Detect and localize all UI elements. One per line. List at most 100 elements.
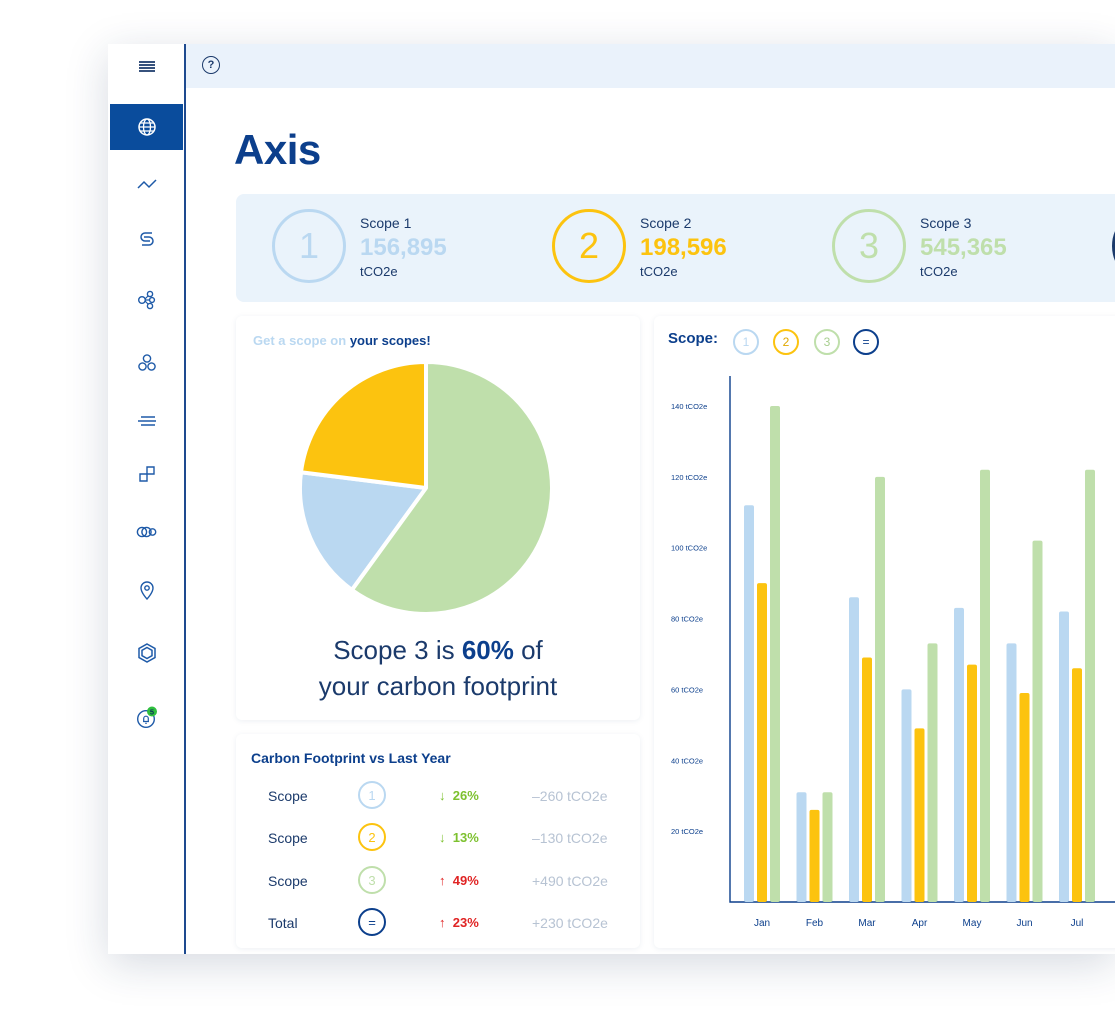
sidebar-item-hexagon[interactable]	[110, 630, 183, 676]
bar-mar-series-3	[875, 476, 885, 902]
filter-total-button[interactable]: =	[853, 329, 879, 355]
scope-2-value: 198,596	[640, 234, 727, 261]
x-tick-label: Jul	[1071, 918, 1084, 929]
pie-caption-line2: your carbon footprint	[318, 671, 558, 701]
notification-count: 5	[149, 707, 153, 716]
hamburger-menu-button[interactable]	[110, 44, 183, 90]
y-tick-label: 80 tCO2e	[671, 615, 703, 624]
filter-scope-3-button[interactable]: 3	[814, 329, 840, 355]
bar-feb-series-1	[796, 792, 807, 902]
scope-3-label: Scope 3	[920, 215, 972, 231]
comparison-label: Scope	[268, 830, 308, 846]
scope-1-unit: tCO2e	[360, 264, 398, 279]
bar-jul-series-2	[1072, 668, 1082, 902]
bar-jul-series-1	[1059, 611, 1069, 902]
pie-caption-pre: Scope 3 is	[333, 635, 462, 665]
sidebar: 5	[108, 44, 186, 954]
sidebar-item-groups[interactable]	[110, 509, 183, 555]
bar-chart-card: 140 tCO2e 120 tCO2e 100 tCO2e 80 tCO2e 60 tC…	[654, 316, 1115, 948]
bar-feb-series-2	[809, 809, 820, 902]
bar-jul-series-3	[1085, 469, 1095, 902]
scope-3-unit: tCO2e	[920, 264, 958, 279]
comparison-label: Scope	[268, 873, 308, 889]
comparison-row: Scope 1 ↓ 26% –260 tCO2e	[236, 781, 640, 811]
filter-scope-2-button[interactable]: 2	[773, 329, 799, 355]
pie-slice-scope-3	[349, 360, 554, 616]
comparison-percent: ↓ 13%	[439, 830, 479, 845]
scope-1-badge: 1	[272, 209, 346, 283]
bar-may-series-3	[980, 469, 990, 902]
bar-jan-series-2	[757, 583, 767, 902]
comparison-label: Total	[268, 915, 298, 931]
bar-feb-series-3	[822, 792, 833, 902]
scope-3-value: 545,365	[920, 234, 1007, 261]
comparison-badge: 1	[358, 781, 386, 809]
comparison-percent: ↑ 49%	[439, 873, 479, 888]
x-tick-label: Jun	[1016, 918, 1032, 929]
scope-pie-chart	[298, 360, 554, 616]
comparison-badge: 2	[358, 823, 386, 851]
comparison-percent-value: 23%	[452, 915, 479, 930]
comparison-delta: +230 tCO2e	[532, 915, 608, 931]
bar-mar-series-2	[862, 657, 872, 902]
sidebar-item-filters[interactable]	[110, 398, 183, 444]
page-title: Axis	[234, 126, 321, 173]
trend-line-icon	[136, 179, 157, 189]
sidebar-item-trends[interactable]	[110, 161, 183, 207]
sidebar-item-steps[interactable]	[110, 452, 183, 498]
comparison-delta: –130 tCO2e	[532, 830, 608, 846]
y-tick-label: 20 tCO2e	[671, 827, 703, 836]
comparison-delta: +490 tCO2e	[532, 873, 608, 889]
scope-filter-label: Scope:	[668, 330, 719, 347]
pin-icon	[139, 581, 154, 601]
sidebar-item-location[interactable]	[110, 567, 183, 613]
comparison-badge: 3	[358, 866, 386, 894]
comparison-percent-value: 26%	[452, 788, 479, 803]
lines-icon	[137, 416, 156, 426]
circles-icon	[137, 354, 156, 371]
sidebar-item-clusters[interactable]	[110, 340, 183, 386]
pie-heading: Get a scope on your scopes!	[253, 333, 431, 348]
pie-slice-scope-1	[298, 470, 428, 592]
scope-2-badge: 2	[552, 209, 626, 283]
x-tick-label: May	[963, 918, 982, 929]
pie-chart-card: Get a scope on your scopes! Scope 3 is 6…	[236, 316, 640, 720]
bar-apr-series-1	[901, 689, 912, 902]
bar-may-series-1	[954, 607, 964, 902]
comparison-card: Carbon Footprint vs Last Year Scope 1 ↓ …	[236, 734, 640, 948]
scope-summary-bar: 1 Scope 1 156,895 tCO2e 2 Scope 2 198,59…	[236, 194, 1115, 302]
bar-jan-series-1	[744, 505, 754, 902]
sidebar-item-notifications[interactable]: 5	[110, 695, 183, 741]
pie-heading-dark: your scopes!	[349, 333, 431, 348]
help-button[interactable]: ?	[202, 56, 220, 74]
y-tick-label: 140 tCO2e	[671, 402, 707, 411]
hamburger-icon	[138, 61, 155, 72]
comparison-percent-value: 49%	[452, 873, 479, 888]
bar-may-series-2	[967, 664, 977, 902]
top-bar: ?	[186, 44, 1115, 88]
sidebar-item-globe[interactable]	[110, 104, 183, 150]
comparison-row: Total = ↑ 23% +230 tCO2e	[236, 908, 640, 938]
steps-icon	[138, 466, 155, 482]
hexagon-icon	[137, 643, 156, 663]
scope-2-unit: tCO2e	[640, 264, 678, 279]
y-tick-label: 120 tCO2e	[671, 473, 707, 482]
comparison-row: Scope 3 ↑ 49% +490 tCO2e	[236, 866, 640, 896]
bar-apr-series-2	[914, 728, 925, 902]
bar-apr-series-3	[927, 643, 938, 902]
comparison-percent: ↓ 26%	[439, 788, 479, 803]
pie-caption: Scope 3 is 60% of your carbon footprint	[236, 632, 640, 704]
bar-mar-series-1	[849, 597, 859, 902]
filter-scope-1-button[interactable]: 1	[733, 329, 759, 355]
sidebar-item-links[interactable]	[110, 216, 183, 262]
overlap-icon	[136, 526, 156, 538]
sidebar-item-network[interactable]	[110, 277, 183, 323]
pie-slice-scope-2	[298, 360, 428, 490]
trend-arrow-icon: ↑	[439, 915, 446, 930]
comparison-label: Scope	[268, 788, 308, 804]
x-tick-label: Mar	[858, 918, 876, 929]
bar-jan-series-3	[770, 406, 780, 902]
x-tick-label: Jan	[754, 918, 770, 929]
bar-jun-series-3	[1032, 540, 1043, 902]
pie-caption-post: of	[513, 635, 543, 665]
